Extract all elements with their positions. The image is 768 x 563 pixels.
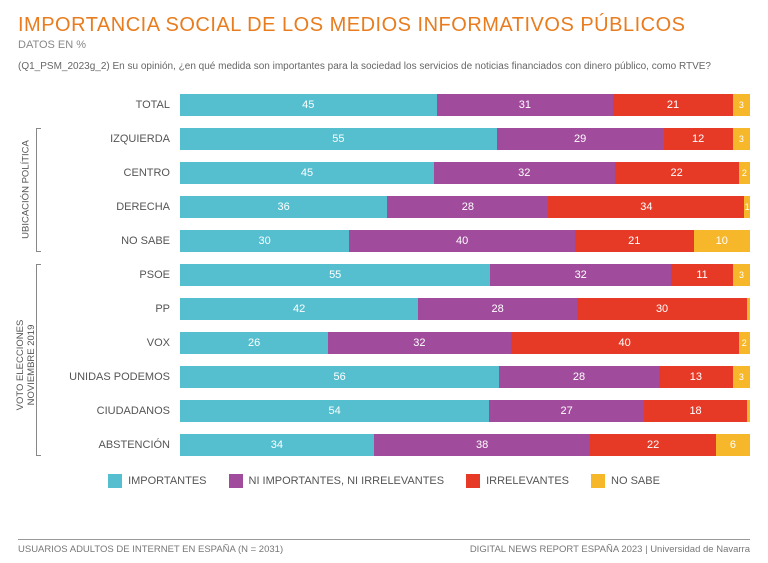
- bar-segment: 40: [511, 332, 739, 354]
- legend-item: NO SABE: [591, 474, 660, 488]
- footer: USUARIOS ADULTOS DE INTERNET EN ESPAÑA (…: [18, 539, 750, 555]
- row-label: CENTRO: [42, 167, 180, 179]
- bar-segment: 1: [744, 196, 750, 218]
- bar-segment: 55: [180, 264, 490, 286]
- bar-segment: 6: [716, 434, 750, 456]
- row-label: CIUDADANOS: [42, 405, 180, 417]
- bar-segment: 26: [180, 332, 328, 354]
- bar-segment: 45: [180, 162, 434, 184]
- bar-segment: 54: [180, 400, 489, 422]
- bar-segment: 22: [590, 434, 715, 456]
- legend-item: IMPORTANTES: [108, 474, 206, 488]
- legend: IMPORTANTES NI IMPORTANTES, NI IRRELEVANT…: [18, 474, 750, 488]
- legend-swatch: [466, 474, 480, 488]
- bar-segment: 3: [733, 94, 750, 116]
- bars-column: 4531213552912345322223628341304021105532…: [180, 88, 750, 462]
- legend-swatch: [108, 474, 122, 488]
- bar-segment: 30: [577, 298, 747, 320]
- footer-right: DIGITAL NEWS REPORT ESPAÑA 2023 | Univer…: [470, 544, 750, 555]
- group-label: UBICACIÓN POLÍTICA: [21, 128, 32, 252]
- bar-segment: [747, 298, 750, 320]
- chart-area: UBICACIÓN POLÍTICA VOTO ELECCIONESNOVIEMB…: [18, 88, 750, 462]
- bar-segment: 30: [180, 230, 349, 252]
- stacked-bar: 422830: [180, 298, 750, 320]
- legend-label: NO SABE: [611, 475, 660, 487]
- row-label: TOTAL: [42, 99, 180, 111]
- bar-segment: 18: [644, 400, 747, 422]
- bar-segment: 36: [180, 196, 387, 218]
- bar-segment: 34: [180, 434, 374, 456]
- stacked-bar: 542718: [180, 400, 750, 422]
- row-label: PSOE: [42, 269, 180, 281]
- bar-segment: 55: [180, 128, 497, 150]
- bar-segment: 40: [349, 230, 575, 252]
- chart-question: (Q1_PSM_2023g_2) En su opinión, ¿en qué …: [18, 61, 750, 72]
- stacked-bar: 4531213: [180, 94, 750, 116]
- bar-segment: 21: [575, 230, 694, 252]
- bar-segment: 27: [489, 400, 644, 422]
- bar-segment: 21: [613, 94, 733, 116]
- row-label: ABSTENCIÓN: [42, 439, 180, 451]
- row-label: IZQUIERDA: [42, 133, 180, 145]
- chart-subtitle: DATOS EN %: [18, 39, 750, 51]
- bar-segment: 28: [499, 366, 659, 388]
- bar-segment: 10: [694, 230, 750, 252]
- bar-segment: [747, 400, 750, 422]
- bar-segment: 42: [180, 298, 418, 320]
- bar-segment: 45: [180, 94, 437, 116]
- bar-segment: 32: [328, 332, 510, 354]
- stacked-bar: 3628341: [180, 196, 750, 218]
- bar-segment: 32: [490, 264, 671, 286]
- row-label: NO SABE: [42, 235, 180, 247]
- legend-label: NI IMPORTANTES, NI IRRELEVANTES: [249, 475, 445, 487]
- bar-segment: 31: [437, 94, 614, 116]
- legend-item: NI IMPORTANTES, NI IRRELEVANTES: [229, 474, 445, 488]
- bar-segment: 28: [387, 196, 548, 218]
- bar-segment: 3: [733, 366, 750, 388]
- bar-segment: 22: [615, 162, 739, 184]
- row-label: PP: [42, 303, 180, 315]
- stacked-bar: 5532113: [180, 264, 750, 286]
- group-labels-column: UBICACIÓN POLÍTICA VOTO ELECCIONESNOVIEMB…: [18, 88, 42, 462]
- row-label: UNIDAS PODEMOS: [42, 371, 180, 383]
- bar-segment: 28: [418, 298, 577, 320]
- row-label: DERECHA: [42, 201, 180, 213]
- legend-label: IRRELEVANTES: [486, 475, 569, 487]
- bar-segment: 38: [374, 434, 591, 456]
- row-labels-column: TOTAL IZQUIERDA CENTRO DERECHA NO SABE PSOE PP…: [42, 88, 180, 462]
- chart-title: IMPORTANCIA SOCIAL DE LOS MEDIOS INFORMA…: [18, 14, 750, 37]
- stacked-bar: 5529123: [180, 128, 750, 150]
- bar-segment: 29: [497, 128, 664, 150]
- stacked-bar: 5628133: [180, 366, 750, 388]
- bar-segment: 32: [434, 162, 615, 184]
- bar-segment: 2: [739, 332, 750, 354]
- stacked-bar: 30402110: [180, 230, 750, 252]
- legend-item: IRRELEVANTES: [466, 474, 569, 488]
- legend-swatch: [229, 474, 243, 488]
- bar-segment: 11: [671, 264, 733, 286]
- bar-segment: 34: [548, 196, 744, 218]
- legend-swatch: [591, 474, 605, 488]
- bar-segment: 3: [733, 128, 750, 150]
- stacked-bar: 2632402: [180, 332, 750, 354]
- bar-segment: 56: [180, 366, 499, 388]
- legend-label: IMPORTANTES: [128, 475, 206, 487]
- bar-segment: 12: [664, 128, 733, 150]
- stacked-bar: 3438226: [180, 434, 750, 456]
- bar-segment: 3: [733, 264, 750, 286]
- footer-left: USUARIOS ADULTOS DE INTERNET EN ESPAÑA (…: [18, 544, 283, 555]
- group-label: VOTO ELECCIONESNOVIEMBRE 2019: [15, 269, 37, 461]
- row-label: VOX: [42, 337, 180, 349]
- bar-segment: 13: [659, 366, 733, 388]
- bar-segment: 2: [739, 162, 750, 184]
- stacked-bar: 4532222: [180, 162, 750, 184]
